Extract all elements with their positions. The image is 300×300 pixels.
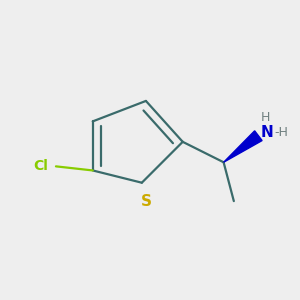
- Text: N: N: [260, 125, 273, 140]
- Text: Cl: Cl: [33, 159, 48, 173]
- Text: H: H: [260, 111, 270, 124]
- Text: S: S: [140, 194, 152, 208]
- Polygon shape: [224, 131, 262, 162]
- Text: -H: -H: [275, 126, 289, 139]
